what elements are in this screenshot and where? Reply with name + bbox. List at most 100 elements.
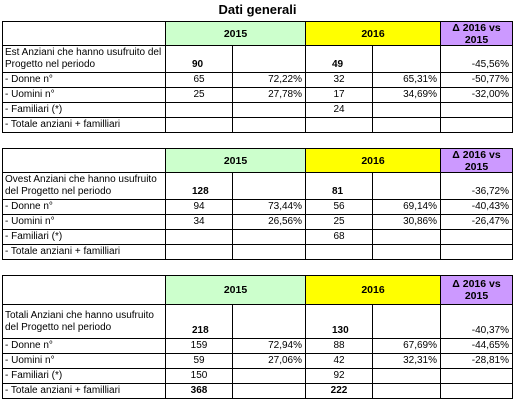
value-cell: 69,14% xyxy=(372,199,441,215)
value-cell xyxy=(372,368,441,384)
value-cell xyxy=(232,229,306,245)
value-cell xyxy=(232,368,306,384)
header-2015: 2015 xyxy=(165,275,306,305)
value-cell xyxy=(372,229,441,245)
value-cell xyxy=(165,229,233,245)
value-cell: 92 xyxy=(305,368,373,384)
row-label: - Donne n° xyxy=(2,199,166,215)
row-label: - Uomini n° xyxy=(2,87,166,103)
value-cell: -40,43% xyxy=(440,199,513,215)
title: Dati generali xyxy=(218,2,297,17)
value-cell xyxy=(232,45,306,73)
value-cell xyxy=(305,244,373,260)
value-cell xyxy=(232,117,306,133)
value-cell: 25 xyxy=(165,87,233,103)
value-cell xyxy=(440,383,513,399)
value-cell: 128 xyxy=(165,172,233,200)
row-label: Est Anziani che hanno usufruito del Prog… xyxy=(2,45,166,73)
row-label: - Donne n° xyxy=(2,72,166,88)
value-cell: 65 xyxy=(165,72,233,88)
value-cell: -44,65% xyxy=(440,338,513,354)
value-cell: 32 xyxy=(305,72,373,88)
value-cell xyxy=(440,244,513,260)
value-cell: 159 xyxy=(165,338,233,354)
header-delta: Δ 2016 vs 2015 xyxy=(440,21,513,46)
value-cell: -28,81% xyxy=(440,353,513,369)
value-cell: 150 xyxy=(165,368,233,384)
value-cell: 65,31% xyxy=(372,72,441,88)
value-cell: 81 xyxy=(305,172,373,200)
value-cell: -50,77% xyxy=(440,72,513,88)
value-cell: -40,37% xyxy=(440,304,513,339)
value-cell xyxy=(232,102,306,118)
value-cell xyxy=(165,244,233,260)
value-cell xyxy=(232,172,306,200)
value-cell: 94 xyxy=(165,199,233,215)
value-cell xyxy=(232,383,306,399)
value-cell xyxy=(232,304,306,339)
header-blank xyxy=(2,21,166,46)
value-cell xyxy=(305,117,373,133)
value-cell xyxy=(372,383,441,399)
row-label: Ovest Anziani che hanno usufruito del Pr… xyxy=(2,172,166,200)
value-cell: 34 xyxy=(165,214,233,230)
header-delta: Δ 2016 vs 2015 xyxy=(440,148,513,173)
value-cell: 26,56% xyxy=(232,214,306,230)
value-cell: 130 xyxy=(305,304,373,339)
value-cell: 30,86% xyxy=(372,214,441,230)
value-cell: 27,06% xyxy=(232,353,306,369)
value-cell xyxy=(372,304,441,339)
value-cell xyxy=(372,117,441,133)
value-cell: 34,69% xyxy=(372,87,441,103)
value-cell: 32,31% xyxy=(372,353,441,369)
value-cell xyxy=(372,45,441,73)
value-cell: 25 xyxy=(305,214,373,230)
row-label: - Donne n° xyxy=(2,338,166,354)
value-cell: 67,69% xyxy=(372,338,441,354)
row-label: Totali Anziani che hanno usufruito del P… xyxy=(2,304,166,339)
header-2016: 2016 xyxy=(305,21,441,46)
value-cell xyxy=(372,172,441,200)
value-cell: 27,78% xyxy=(232,87,306,103)
value-cell xyxy=(440,229,513,245)
value-cell xyxy=(165,102,233,118)
value-cell: -45,56% xyxy=(440,45,513,73)
value-cell: -26,47% xyxy=(440,214,513,230)
value-cell: 218 xyxy=(165,304,233,339)
header-2016: 2016 xyxy=(305,148,441,173)
value-cell: 17 xyxy=(305,87,373,103)
header-2015: 2015 xyxy=(165,148,306,173)
value-cell: 72,22% xyxy=(232,72,306,88)
row-label: - Totale anziani + familliari xyxy=(2,244,166,260)
header-delta: Δ 2016 vs 2015 xyxy=(440,275,513,305)
value-cell: 56 xyxy=(305,199,373,215)
header-2016: 2016 xyxy=(305,275,441,305)
row-label: - Totale anziani + familliari xyxy=(2,383,166,399)
value-cell xyxy=(440,368,513,384)
header-blank xyxy=(2,148,166,173)
value-cell: 90 xyxy=(165,45,233,73)
value-cell: 59 xyxy=(165,353,233,369)
row-label: - Familiari (*) xyxy=(2,229,166,245)
value-cell xyxy=(165,117,233,133)
value-cell: 68 xyxy=(305,229,373,245)
value-cell: 24 xyxy=(305,102,373,118)
row-label: - Familiari (*) xyxy=(2,102,166,118)
value-cell: 42 xyxy=(305,353,373,369)
value-cell xyxy=(232,244,306,260)
row-label: - Uomini n° xyxy=(2,353,166,369)
value-cell: 222 xyxy=(305,383,373,399)
value-cell xyxy=(372,102,441,118)
value-cell: 368 xyxy=(165,383,233,399)
value-cell: -36,72% xyxy=(440,172,513,200)
value-cell: 49 xyxy=(305,45,373,73)
row-label: - Totale anziani + familliari xyxy=(2,117,166,133)
row-label: - Familiari (*) xyxy=(2,368,166,384)
row-label: - Uomini n° xyxy=(2,214,166,230)
value-cell: 88 xyxy=(305,338,373,354)
header-blank xyxy=(2,275,166,305)
value-cell xyxy=(440,102,513,118)
value-cell xyxy=(440,117,513,133)
header-2015: 2015 xyxy=(165,21,306,46)
